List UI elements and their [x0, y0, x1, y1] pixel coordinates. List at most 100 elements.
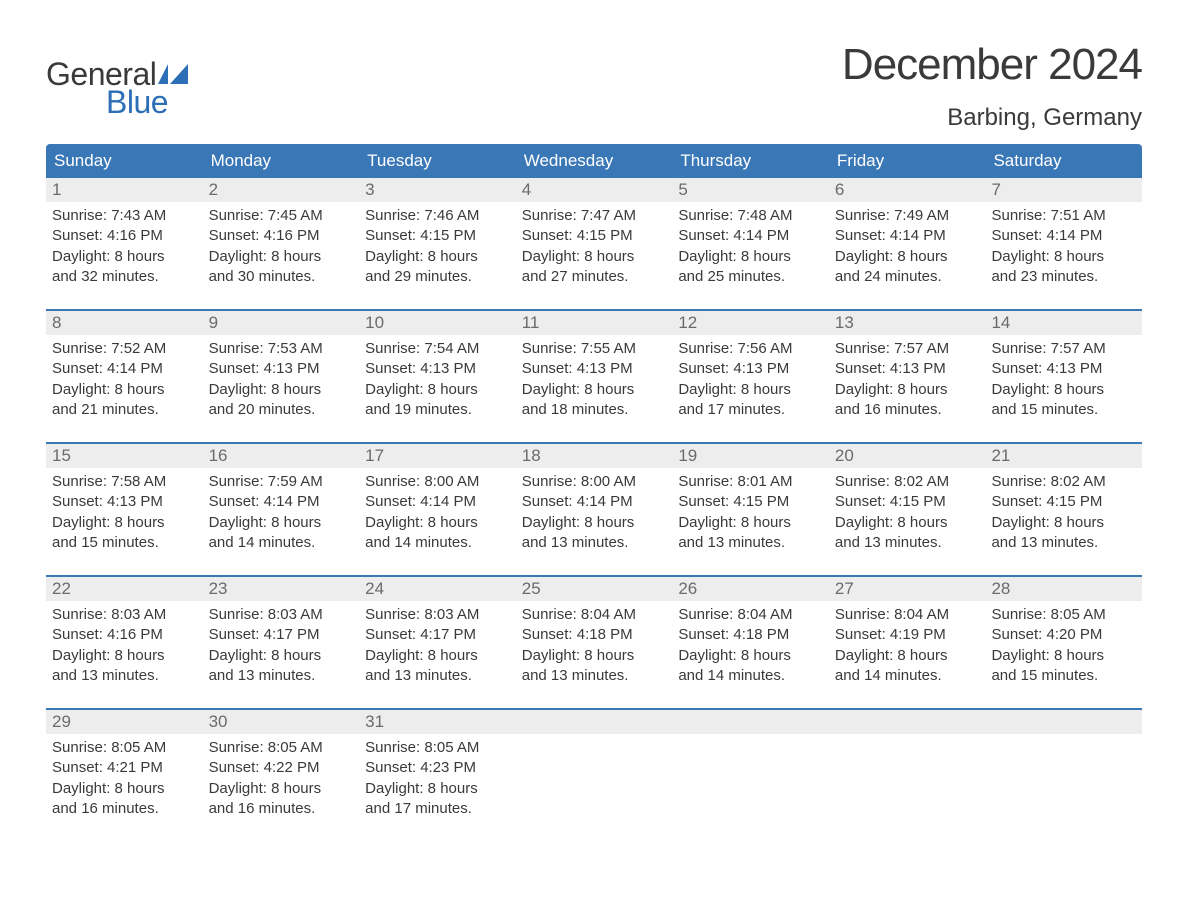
day-number: 21 — [991, 446, 1010, 465]
day-sunset: Sunset: 4:16 PM — [52, 226, 197, 246]
day-d2: and 14 minutes. — [365, 533, 510, 553]
day-number: 9 — [209, 313, 218, 332]
day-d1: Daylight: 8 hours — [522, 380, 667, 400]
month-title: December 2024 — [842, 40, 1142, 90]
day-number-row: . — [829, 710, 986, 734]
calendar-day: 12Sunrise: 7:56 AMSunset: 4:13 PMDayligh… — [672, 311, 829, 428]
day-content: Sunrise: 8:03 AMSunset: 4:17 PMDaylight:… — [203, 601, 360, 686]
day-d1: Daylight: 8 hours — [991, 513, 1136, 533]
day-content: Sunrise: 8:05 AMSunset: 4:20 PMDaylight:… — [985, 601, 1142, 686]
day-content: Sunrise: 7:47 AMSunset: 4:15 PMDaylight:… — [516, 202, 673, 287]
day-number-row: 7 — [985, 178, 1142, 202]
day-d2: and 15 minutes. — [991, 400, 1136, 420]
calendar-day: 11Sunrise: 7:55 AMSunset: 4:13 PMDayligh… — [516, 311, 673, 428]
day-sunrise: Sunrise: 8:02 AM — [835, 472, 980, 492]
day-sunset: Sunset: 4:22 PM — [209, 758, 354, 778]
day-content: Sunrise: 7:43 AMSunset: 4:16 PMDaylight:… — [46, 202, 203, 287]
day-sunrise: Sunrise: 7:54 AM — [365, 339, 510, 359]
weekday-header: Saturday — [985, 144, 1142, 178]
day-sunrise: Sunrise: 7:46 AM — [365, 206, 510, 226]
day-sunrise: Sunrise: 8:00 AM — [522, 472, 667, 492]
day-d1: Daylight: 8 hours — [522, 247, 667, 267]
day-content: Sunrise: 8:05 AMSunset: 4:21 PMDaylight:… — [46, 734, 203, 819]
day-d2: and 17 minutes. — [678, 400, 823, 420]
day-number: 19 — [678, 446, 697, 465]
calendar-day: . — [829, 710, 986, 827]
title-block: December 2024 Barbing, Germany — [842, 40, 1142, 132]
day-sunrise: Sunrise: 7:55 AM — [522, 339, 667, 359]
day-d2: and 23 minutes. — [991, 267, 1136, 287]
day-d2: and 14 minutes. — [835, 666, 980, 686]
day-number-row: 4 — [516, 178, 673, 202]
day-content: Sunrise: 8:05 AMSunset: 4:23 PMDaylight:… — [359, 734, 516, 819]
day-number: 6 — [835, 180, 844, 199]
calendar-day: . — [672, 710, 829, 827]
day-d2: and 27 minutes. — [522, 267, 667, 287]
day-number: 18 — [522, 446, 541, 465]
calendar-day: 1Sunrise: 7:43 AMSunset: 4:16 PMDaylight… — [46, 178, 203, 295]
day-d2: and 32 minutes. — [52, 267, 197, 287]
calendar-week: 8Sunrise: 7:52 AMSunset: 4:14 PMDaylight… — [46, 309, 1142, 428]
day-content: Sunrise: 7:54 AMSunset: 4:13 PMDaylight:… — [359, 335, 516, 420]
day-sunrise: Sunrise: 8:04 AM — [835, 605, 980, 625]
day-sunrise: Sunrise: 7:43 AM — [52, 206, 197, 226]
day-number: 27 — [835, 579, 854, 598]
flag-icon — [158, 64, 188, 84]
day-d1: Daylight: 8 hours — [365, 513, 510, 533]
day-content: Sunrise: 7:56 AMSunset: 4:13 PMDaylight:… — [672, 335, 829, 420]
calendar-day: 7Sunrise: 7:51 AMSunset: 4:14 PMDaylight… — [985, 178, 1142, 295]
day-d1: Daylight: 8 hours — [52, 646, 197, 666]
day-sunrise: Sunrise: 8:05 AM — [991, 605, 1136, 625]
day-sunrise: Sunrise: 7:49 AM — [835, 206, 980, 226]
day-number-row: 30 — [203, 710, 360, 734]
day-d2: and 16 minutes. — [835, 400, 980, 420]
calendar-day: 19Sunrise: 8:01 AMSunset: 4:15 PMDayligh… — [672, 444, 829, 561]
day-sunset: Sunset: 4:15 PM — [522, 226, 667, 246]
day-number-row: 12 — [672, 311, 829, 335]
day-d2: and 29 minutes. — [365, 267, 510, 287]
day-d2: and 13 minutes. — [52, 666, 197, 686]
day-d1: Daylight: 8 hours — [991, 646, 1136, 666]
day-content: Sunrise: 8:04 AMSunset: 4:18 PMDaylight:… — [516, 601, 673, 686]
day-number: 31 — [365, 712, 384, 731]
day-sunset: Sunset: 4:13 PM — [678, 359, 823, 379]
calendar-day: 21Sunrise: 8:02 AMSunset: 4:15 PMDayligh… — [985, 444, 1142, 561]
day-d1: Daylight: 8 hours — [209, 247, 354, 267]
day-number: 29 — [52, 712, 71, 731]
day-d2: and 20 minutes. — [209, 400, 354, 420]
day-number: 13 — [835, 313, 854, 332]
day-number: 14 — [991, 313, 1010, 332]
calendar-day: 25Sunrise: 8:04 AMSunset: 4:18 PMDayligh… — [516, 577, 673, 694]
calendar-day: 31 Sunrise: 8:05 AMSunset: 4:23 PMDayligh… — [359, 710, 516, 827]
day-content: Sunrise: 8:04 AMSunset: 4:18 PMDaylight:… — [672, 601, 829, 686]
day-d2: and 13 minutes. — [678, 533, 823, 553]
day-content: Sunrise: 8:00 AMSunset: 4:14 PMDaylight:… — [516, 468, 673, 553]
day-sunset: Sunset: 4:20 PM — [991, 625, 1136, 645]
day-sunrise: Sunrise: 8:04 AM — [678, 605, 823, 625]
calendar-day: 8Sunrise: 7:52 AMSunset: 4:14 PMDaylight… — [46, 311, 203, 428]
day-number-row: . — [672, 710, 829, 734]
day-d1: Daylight: 8 hours — [678, 380, 823, 400]
day-number-row: 19 — [672, 444, 829, 468]
day-d1: Daylight: 8 hours — [991, 380, 1136, 400]
day-sunrise: Sunrise: 8:03 AM — [209, 605, 354, 625]
day-sunset: Sunset: 4:13 PM — [991, 359, 1136, 379]
day-sunset: Sunset: 4:14 PM — [678, 226, 823, 246]
day-content: Sunrise: 8:03 AMSunset: 4:16 PMDaylight:… — [46, 601, 203, 686]
day-sunset: Sunset: 4:17 PM — [209, 625, 354, 645]
day-d1: Daylight: 8 hours — [209, 646, 354, 666]
day-number-row: 18 — [516, 444, 673, 468]
day-sunset: Sunset: 4:14 PM — [835, 226, 980, 246]
day-sunset: Sunset: 4:13 PM — [835, 359, 980, 379]
calendar-day: 30Sunrise: 8:05 AMSunset: 4:22 PMDayligh… — [203, 710, 360, 827]
day-content: Sunrise: 8:05 AMSunset: 4:22 PMDaylight:… — [203, 734, 360, 819]
day-number: 7 — [991, 180, 1000, 199]
day-sunset: Sunset: 4:13 PM — [209, 359, 354, 379]
day-d1: Daylight: 8 hours — [209, 779, 354, 799]
day-number: 3 — [365, 180, 374, 199]
calendar-day: 4Sunrise: 7:47 AMSunset: 4:15 PMDaylight… — [516, 178, 673, 295]
day-sunrise: Sunrise: 8:02 AM — [991, 472, 1136, 492]
calendar-day: 9Sunrise: 7:53 AMSunset: 4:13 PMDaylight… — [203, 311, 360, 428]
day-d2: and 16 minutes. — [52, 799, 197, 819]
calendar-day: 16Sunrise: 7:59 AMSunset: 4:14 PMDayligh… — [203, 444, 360, 561]
